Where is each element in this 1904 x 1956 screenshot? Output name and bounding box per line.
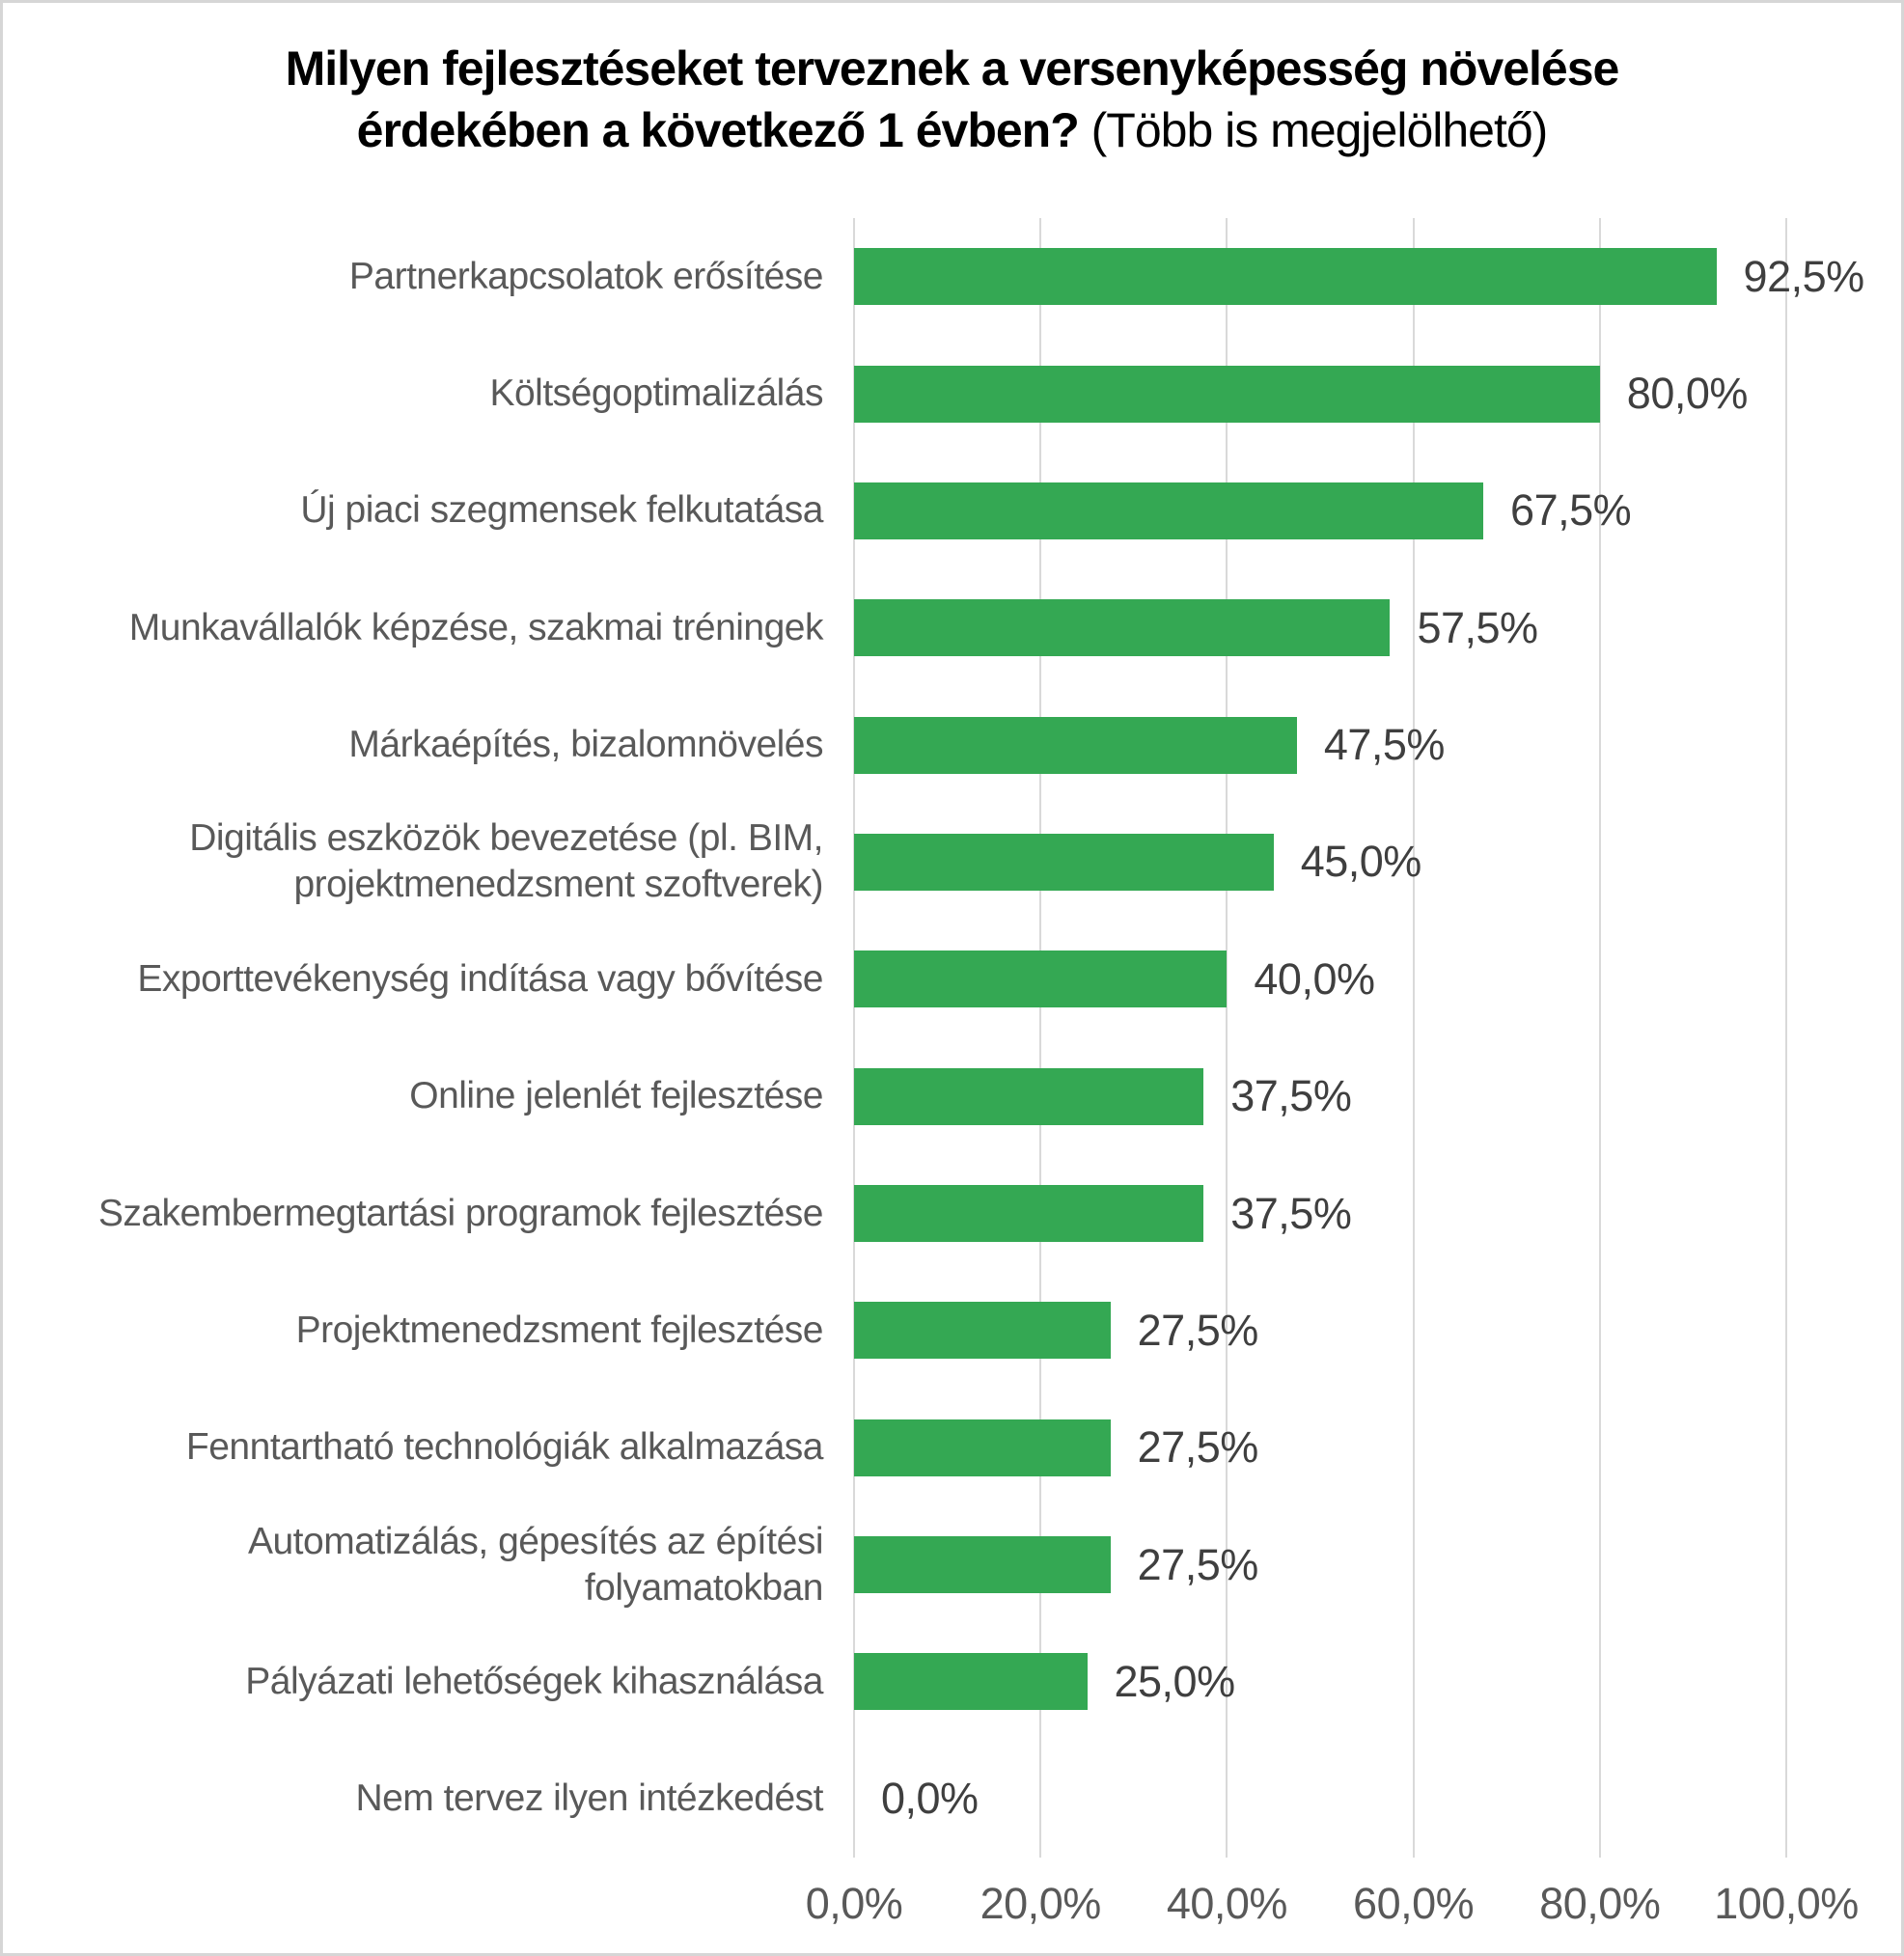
bar-row: 37,5% (854, 1038, 1786, 1155)
category-label: Költségoptimalizálás (489, 372, 823, 415)
x-tick-label: 80,0% (1539, 1879, 1661, 1928)
chart-title-text: Milyen fejlesztéseket terveznek a versen… (285, 41, 1620, 96)
gridline (1598, 218, 1601, 1858)
bar-rows: 92,5% 80,0% 67,5% 57,5% 47,5% 45,0% 40,0% 37,5%… (854, 218, 1864, 1858)
plot-area: 92,5% 80,0% 67,5% 57,5% 47,5% 45,0% 40,0% 37,5%… (853, 218, 1864, 1858)
category-labels: Partnerkapcsolatok erősítése Költségoptim… (3, 218, 854, 1858)
value-label: 0,0% (881, 1774, 979, 1824)
category-label: Pályázati lehetőségek kihasználása (245, 1660, 823, 1702)
value-label: 27,5% (1137, 1422, 1259, 1473)
x-tick-label: 40,0% (1166, 1879, 1288, 1928)
value-label: 80,0% (1626, 369, 1749, 419)
bar-row: 27,5% (854, 1390, 1786, 1506)
value-label: 37,5% (1230, 1188, 1352, 1238)
bar (854, 599, 1391, 657)
category-label: Fenntartható technológiák alkalmazása (185, 1426, 824, 1469)
gridline (1039, 218, 1042, 1858)
bar-row: 92,5% (854, 218, 1864, 335)
category-label: Partnerkapcsolatok erősítése (348, 255, 824, 297)
x-tick-label: 60,0% (1353, 1879, 1475, 1928)
bar (854, 1419, 1111, 1476)
bar-row: 0,0% (854, 1741, 1786, 1858)
value-label: 37,5% (1230, 1071, 1352, 1121)
bar-row: 27,5% (854, 1506, 1786, 1623)
category-label: Szakembermegtartási programok fejlesztés… (97, 1192, 824, 1234)
chart-title-line1: Milyen fejlesztéseket terveznek a versen… (3, 38, 1901, 99)
bar-row: 40,0% (854, 921, 1786, 1037)
category-label: Új piaci szegmensek felkutatása (300, 489, 823, 532)
bar (854, 950, 1228, 1008)
x-tick-label: 20,0% (980, 1879, 1102, 1928)
category-label: Márkaépítés, bizalomnövelés (348, 724, 823, 766)
x-tick-label: 100,0% (1714, 1879, 1859, 1928)
bar-row: 80,0% (854, 335, 1786, 452)
value-label: 92,5% (1743, 251, 1865, 301)
value-label: 27,5% (1137, 1305, 1259, 1355)
gridline (1226, 218, 1228, 1858)
category-label: Automatizálás, gépesítés az építési foly… (247, 1520, 824, 1609)
bar-row: 37,5% (854, 1155, 1786, 1272)
bar (854, 482, 1484, 539)
bar-row: 45,0% (854, 804, 1786, 921)
value-label: 57,5% (1417, 602, 1538, 652)
bar-row: 47,5% (854, 686, 1786, 803)
gridline (1785, 218, 1787, 1858)
value-label: 40,0% (1254, 953, 1375, 1004)
category-label: Digitális eszközök bevezetése (pl. BIM, … (189, 817, 823, 906)
category-label: Projektmenedzsment fejlesztése (295, 1309, 824, 1351)
bar (854, 1536, 1111, 1594)
category-label: Exporttevékenység indítása vagy bővítése (137, 957, 823, 1000)
x-tick-label: 0,0% (805, 1879, 903, 1928)
x-axis: 0,0% 20,0% 40,0% 60,0% 80,0% 100,0% (806, 1879, 1860, 1937)
value-label: 27,5% (1137, 1539, 1259, 1589)
category-label: Munkavállalók képzése, szakmai tréningek (128, 606, 824, 648)
chart-title: Milyen fejlesztéseket terveznek a versen… (3, 38, 1901, 161)
value-label: 47,5% (1323, 720, 1446, 770)
value-label: 25,0% (1114, 1656, 1236, 1706)
chart-title-line2: érdekében a következő 1 évben? (Több is … (3, 99, 1901, 161)
bar (854, 1302, 1111, 1360)
value-label: 45,0% (1300, 837, 1422, 887)
bar (854, 833, 1274, 891)
gridline (853, 218, 855, 1858)
category-label: Online jelenlét fejlesztése (409, 1075, 823, 1117)
bar (854, 1067, 1204, 1125)
bar-row: 25,0% (854, 1623, 1786, 1740)
gridline (1412, 218, 1415, 1858)
bar (854, 248, 1717, 306)
bar (854, 1185, 1204, 1243)
value-label: 67,5% (1510, 485, 1632, 536)
chart-title-text-normal: (Több is megjelölhető) (1078, 103, 1549, 157)
bar (854, 365, 1600, 423)
bar-row: 27,5% (854, 1272, 1786, 1389)
bar (854, 1653, 1088, 1711)
chart-title-text-bold: érdekében a következő 1 évben? (356, 103, 1080, 157)
bar-row: 57,5% (854, 569, 1786, 686)
category-label: Nem tervez ilyen intézkedést (355, 1777, 823, 1820)
bar (854, 716, 1297, 774)
bar-row: 67,5% (854, 453, 1786, 569)
